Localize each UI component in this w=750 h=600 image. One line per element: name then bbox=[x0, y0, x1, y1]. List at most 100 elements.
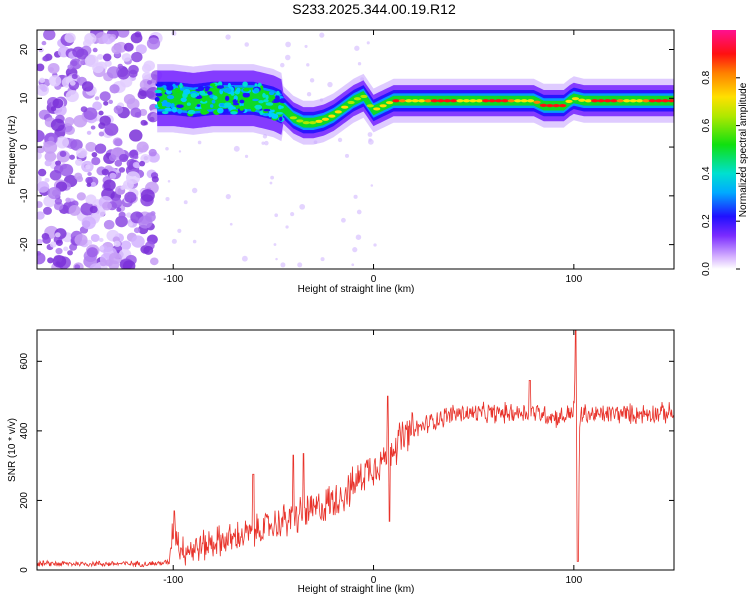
spectrogram-band-blob bbox=[233, 98, 237, 105]
spectrogram-noise-blob bbox=[81, 216, 96, 230]
spectrogram-band-blob bbox=[201, 96, 207, 102]
spectrogram-band-blob bbox=[212, 95, 218, 100]
spectrogram-band-blob bbox=[209, 83, 216, 87]
spectrogram-x-ticks: -100 0 100 bbox=[163, 30, 583, 285]
spectrogram-scatter bbox=[270, 175, 275, 180]
spectrogram-noise-blob bbox=[114, 159, 123, 167]
spectrogram-scatter bbox=[290, 212, 295, 217]
spectrogram-noise-blob bbox=[141, 63, 152, 73]
spectrogram-ridge-core bbox=[462, 99, 471, 103]
spectrogram-noise-blob bbox=[39, 77, 46, 83]
spectrogram-noise-blob bbox=[99, 91, 111, 102]
spectrogram-scatter bbox=[264, 140, 269, 146]
colorbar-gradient bbox=[712, 30, 736, 269]
spectrogram-band-blob bbox=[278, 105, 282, 110]
spectrogram-band-blob bbox=[263, 108, 271, 112]
snr-y-label: SNR (10 * v/v) bbox=[7, 418, 18, 482]
spectrogram-ridge-core bbox=[430, 99, 439, 103]
spectrogram-noise-blob bbox=[137, 90, 148, 100]
spectrogram-noise-blob bbox=[126, 98, 140, 110]
spectrogram-noise-blob bbox=[89, 205, 98, 214]
spectrogram-band-blob bbox=[210, 88, 218, 92]
spectrogram-noise-blob bbox=[146, 37, 161, 50]
spectrogram-scatter bbox=[337, 137, 343, 143]
spectrogram-noise-blob bbox=[70, 139, 83, 151]
spectrogram-noise-blob bbox=[92, 101, 103, 111]
spectrogram-ridge-core bbox=[546, 104, 554, 108]
spectrogram-ridge-core bbox=[379, 104, 387, 108]
spectrogram-noise-blob bbox=[37, 151, 42, 160]
spectrogram-band-blob bbox=[160, 101, 169, 107]
spectrogram-noise-blob bbox=[132, 161, 140, 169]
spectrogram-noise-blob bbox=[76, 147, 88, 159]
spectrogram-scatter bbox=[304, 44, 308, 48]
spectrogram-noise-blob bbox=[111, 44, 122, 55]
spectrogram-frame bbox=[36, 29, 675, 270]
spectrogram-noise-blob bbox=[113, 240, 121, 247]
spectrogram-noise-blob bbox=[102, 201, 112, 211]
spectrogram-ridge-core bbox=[571, 97, 580, 101]
spectrogram-scatter bbox=[341, 217, 346, 223]
spectrogram-noise-blob bbox=[103, 219, 115, 230]
spectrogram-scatter bbox=[269, 181, 273, 185]
spectrogram-band-blob bbox=[243, 87, 250, 92]
spectrogram-scatter bbox=[280, 262, 286, 268]
spectrogram-noise-blob bbox=[123, 42, 134, 52]
spectrogram-noise-blob bbox=[41, 40, 47, 46]
spectrogram-noise-blob bbox=[128, 222, 133, 227]
spectrogram-noise-blob bbox=[48, 75, 62, 87]
spectrogram-noise-blob bbox=[44, 151, 57, 162]
spectrogram-scatter bbox=[327, 81, 333, 88]
spectrogram-ridge-core bbox=[642, 99, 650, 103]
spectrogram-noise-blob bbox=[69, 80, 76, 86]
spectrogram-band-layer bbox=[157, 85, 674, 130]
spectrogram-band-blob bbox=[265, 102, 274, 106]
spectrogram-noise-blob bbox=[98, 237, 104, 243]
spectrogram-ridge-core bbox=[623, 99, 631, 103]
spectrogram-y-tick-label: 0 bbox=[19, 144, 30, 150]
spectrogram-noise-blob bbox=[37, 168, 47, 177]
spectrogram-ridge-core bbox=[366, 104, 374, 108]
spectrogram-scatter bbox=[241, 255, 248, 262]
spectrogram-noise-blob bbox=[118, 211, 126, 219]
spectrogram-scatter bbox=[306, 92, 312, 97]
spectrogram-band-blob bbox=[262, 92, 266, 98]
spectrogram-ridge-core bbox=[475, 99, 483, 103]
spectrogram-scatter bbox=[370, 184, 374, 187]
spectrogram-ridge-core bbox=[482, 99, 490, 103]
spectrogram-noise-blob bbox=[86, 182, 92, 187]
spectrogram-band-blob bbox=[265, 94, 269, 100]
spectrogram-noise-blob bbox=[87, 171, 92, 176]
spectrogram-scatter bbox=[229, 222, 233, 226]
spectrogram-ridge-core bbox=[450, 99, 458, 103]
spectrogram-band-blob bbox=[217, 107, 224, 114]
spectrogram-noise-blob bbox=[37, 181, 50, 193]
spectrogram-noise-blob bbox=[75, 158, 83, 166]
spectrogram-noise-blob bbox=[122, 260, 136, 269]
colorbar-tick-label: 0.6 bbox=[701, 118, 712, 132]
spectrogram-band-blob bbox=[161, 111, 169, 115]
spectrogram-ridge-core bbox=[309, 121, 317, 125]
colorbar-tick-label: 0.4 bbox=[701, 166, 712, 180]
spectrogram-noise-blob bbox=[48, 136, 55, 142]
spectrogram-ridge-core bbox=[648, 99, 656, 103]
spectrogram-noise-blob bbox=[86, 130, 92, 135]
spectrogram-scatter bbox=[244, 42, 249, 47]
spectrogram-scatter bbox=[197, 140, 202, 145]
spectrogram-scatter bbox=[309, 78, 315, 83]
spectrogram-band-blob bbox=[276, 90, 280, 96]
spectrogram-noise-blob bbox=[59, 150, 67, 157]
spectrogram-ridge-core bbox=[347, 100, 355, 105]
spectrogram-noise-blob bbox=[120, 240, 132, 250]
spectrogram-ridge-core bbox=[411, 99, 419, 103]
spectrogram-noise-blob bbox=[67, 64, 73, 70]
spectrogram-noise-blob bbox=[118, 167, 126, 173]
spectrogram-band-blob bbox=[211, 99, 216, 104]
spectrogram-scatter bbox=[344, 153, 350, 158]
spectrogram-band-blob bbox=[179, 82, 183, 89]
spectrogram-ridge-core bbox=[321, 117, 330, 121]
spectrogram-noise-blob bbox=[69, 154, 75, 160]
spectrogram-scatter bbox=[320, 257, 325, 262]
spectrogram-scatter bbox=[367, 132, 373, 137]
spectrogram-scatter bbox=[353, 194, 358, 199]
